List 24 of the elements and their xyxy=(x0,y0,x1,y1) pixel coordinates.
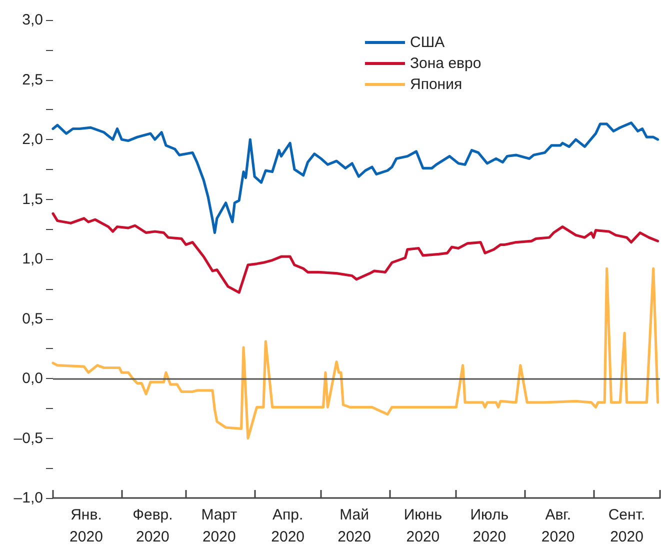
x-tick-label: Авг. 2020 xyxy=(541,506,575,546)
x-tick-label: Февр. 2020 xyxy=(132,506,173,546)
x-tick-label: Апр. 2020 xyxy=(271,506,305,546)
y-tick-label: 3,0 xyxy=(22,12,43,28)
line-series xyxy=(52,121,660,234)
line-series xyxy=(52,267,660,440)
y-tick-label: –1,0 xyxy=(14,490,43,506)
x-tick-label: Янв. 2020 xyxy=(70,506,103,546)
y-tick-label: 1,5 xyxy=(22,190,43,208)
legend-label: Япония xyxy=(410,76,462,93)
x-tick-label: Июль 2020 xyxy=(470,506,509,546)
y-tick-label: 2,5 xyxy=(22,71,43,88)
x-tick-label: Июнь 2020 xyxy=(404,506,442,546)
x-tick-label: Май 2020 xyxy=(338,506,371,546)
y-tick-label: 0,5 xyxy=(22,310,43,328)
y-tick-label: –0,5 xyxy=(14,430,43,447)
line-series xyxy=(52,212,660,294)
x-tick-label: Март 2020 xyxy=(201,506,238,546)
legend-label: США xyxy=(410,34,445,51)
legend-label: Зона евро xyxy=(410,55,482,72)
y-tick-label: 1,0 xyxy=(22,250,43,268)
y-tick-label: 0,0 xyxy=(22,370,43,387)
y-tick-label: 2,0 xyxy=(22,131,43,148)
x-tick-label: Сент. 2020 xyxy=(608,506,646,546)
